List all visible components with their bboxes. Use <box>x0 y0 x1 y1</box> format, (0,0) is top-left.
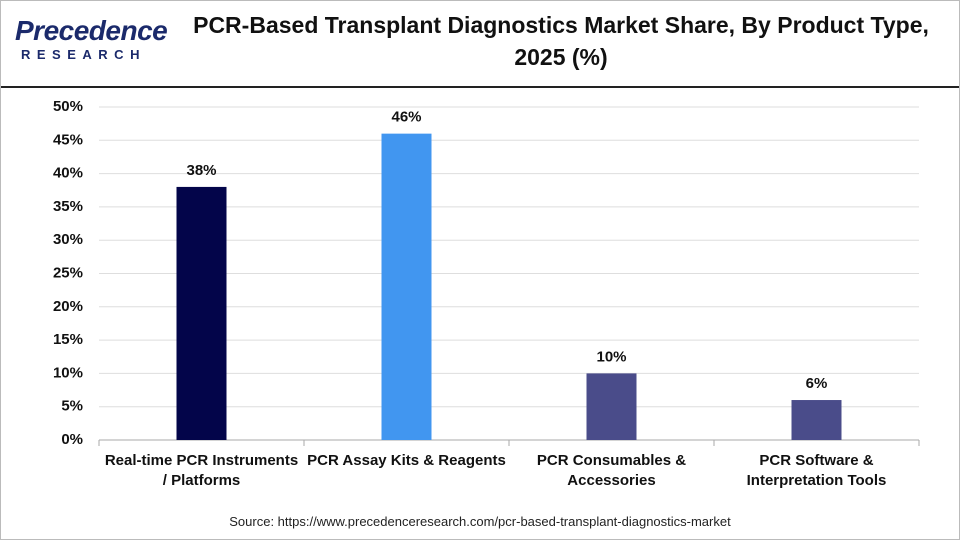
y-tick-label: 20% <box>53 298 83 315</box>
bar <box>176 186 227 440</box>
bar <box>586 373 637 440</box>
y-tick-label: 35% <box>53 198 83 215</box>
x-tick-label: Real-time PCR Instruments / Platforms <box>104 452 299 489</box>
y-tick-label: 50% <box>53 98 83 115</box>
data-label: 38% <box>186 162 216 179</box>
logo-sub: RESEARCH <box>21 47 146 62</box>
source: Source: https://www.precedenceresearch.c… <box>229 514 731 529</box>
y-tick-label: 5% <box>61 398 83 415</box>
y-tick-label: 10% <box>53 364 83 381</box>
y-tick-label: 0% <box>61 431 83 448</box>
y-tick-label: 40% <box>53 165 83 182</box>
chart-title: PCR-Based Transplant Diagnostics Market … <box>193 12 929 70</box>
data-label: 46% <box>391 109 421 126</box>
logo-name: Precedence <box>15 15 168 46</box>
bar <box>791 400 842 440</box>
y-tick-label: 30% <box>53 231 83 248</box>
y-tick-label: 45% <box>53 131 83 148</box>
data-label: 10% <box>596 348 626 365</box>
x-tick-label: PCR Assay Kits & Reagents <box>307 452 506 469</box>
y-tick-label: 15% <box>53 331 83 348</box>
bar <box>381 133 432 440</box>
y-tick-label: 25% <box>53 264 83 281</box>
x-tick-label: PCR Software & Interpretation Tools <box>746 452 887 489</box>
data-label: 6% <box>806 375 828 392</box>
x-tick-label: PCR Consumables & Accessories <box>536 452 687 489</box>
